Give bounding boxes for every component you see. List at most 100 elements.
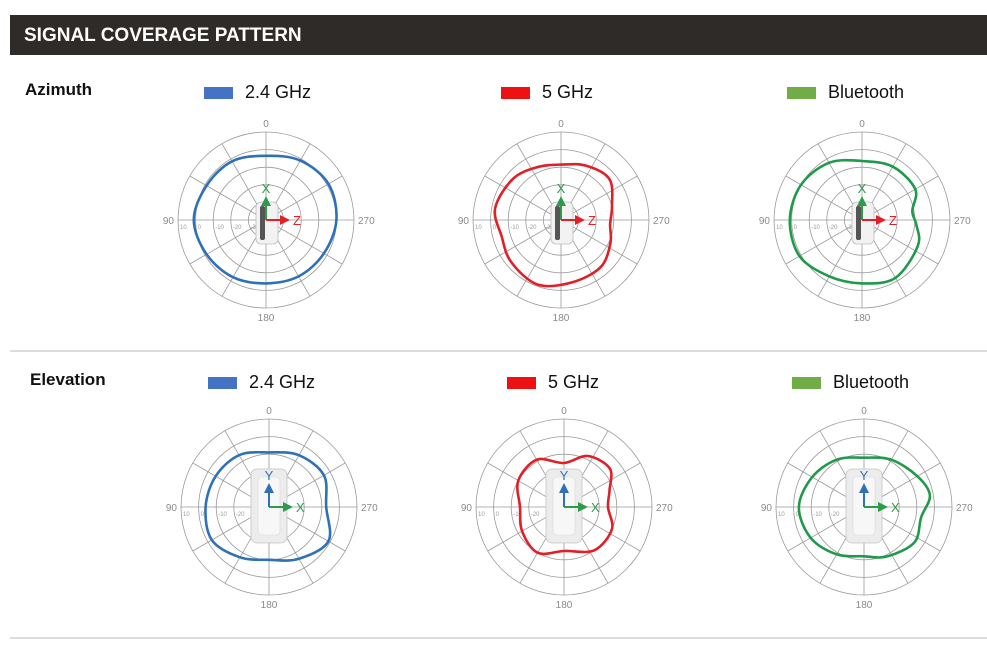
angle-label-left: 90 <box>163 216 175 227</box>
up-axis-label: Y <box>265 468 274 483</box>
side-axis-arrowhead <box>283 502 293 512</box>
angle-label-right: 270 <box>361 503 378 514</box>
radiation-pattern-trace <box>493 162 614 288</box>
radiation-pattern-trace <box>192 154 338 285</box>
db-tick-label: -30 <box>846 225 855 231</box>
side-axis-label: X <box>891 500 900 515</box>
up-axis-label: X <box>858 181 867 196</box>
angle-label-bottom: 180 <box>856 600 873 611</box>
legend-swatch <box>208 376 237 389</box>
db-tick-label: -10 <box>513 512 522 518</box>
db-tick-label: 0 <box>796 512 800 518</box>
legend-swatch <box>204 86 233 99</box>
legend-swatch <box>501 86 530 99</box>
up-axis-arrowhead <box>857 196 867 206</box>
side-axis-arrowhead <box>578 502 588 512</box>
db-tick-label: 10 <box>778 512 785 518</box>
angle-label-top: 0 <box>561 406 567 417</box>
db-tick-label: -20 <box>831 512 840 518</box>
db-tick-label: -10 <box>218 512 227 518</box>
legend-swatch <box>787 86 816 99</box>
db-tick-label: 10 <box>180 225 187 231</box>
db-tick-label: -10 <box>811 225 820 231</box>
angle-label-bottom: 180 <box>854 313 871 324</box>
db-tick-label: -10 <box>813 512 822 518</box>
up-axis-arrowhead <box>559 483 569 493</box>
section-divider <box>10 637 987 639</box>
legend-label: Bluetooth <box>828 82 905 102</box>
device-edge <box>260 206 265 240</box>
angle-label-right: 270 <box>956 503 973 514</box>
legend-swatch <box>507 376 536 389</box>
up-axis-arrowhead <box>556 196 566 206</box>
db-tick-label: 10 <box>475 225 482 231</box>
angle-label-left: 90 <box>761 503 773 514</box>
db-tick-label: -20 <box>531 512 540 518</box>
db-tick-label: 10 <box>183 512 190 518</box>
radiation-pattern-trace <box>788 158 921 285</box>
db-tick-label: -30 <box>545 225 554 231</box>
angle-label-bottom: 180 <box>261 600 278 611</box>
side-axis-arrowhead <box>876 215 886 225</box>
up-axis-label: Y <box>860 468 869 483</box>
legend-24ghz: 2.4 GHz <box>204 82 311 103</box>
section-divider <box>10 350 987 352</box>
up-axis-arrowhead <box>264 483 274 493</box>
azimuth-bluetooth-polar-plot: 0 180 90 270 10 0 -10 -20 -30 X Z <box>759 119 971 324</box>
up-axis-label: Y <box>560 468 569 483</box>
angle-label-right: 270 <box>656 503 673 514</box>
side-axis-label: Z <box>588 213 596 228</box>
side-axis-arrowhead <box>878 502 888 512</box>
legend-5ghz: 5 GHz <box>507 372 599 393</box>
azimuth-title: Azimuth <box>25 80 93 99</box>
angle-label-right: 270 <box>954 216 971 227</box>
angle-label-bottom: 180 <box>556 600 573 611</box>
section-header: SIGNAL COVERAGE PATTERN <box>10 15 987 55</box>
side-axis-arrowhead <box>575 215 585 225</box>
db-tick-label: -30 <box>250 225 259 231</box>
legend-label: 5 GHz <box>548 372 600 392</box>
db-tick-label: -10 <box>215 225 224 231</box>
up-axis-label: X <box>262 181 271 196</box>
side-axis-arrowhead <box>280 215 290 225</box>
legend-label: 2.4 GHz <box>249 372 316 392</box>
legend-5ghz: 5 GHz <box>501 82 593 103</box>
up-axis-arrowhead <box>261 196 271 206</box>
legend-bluetooth: Bluetooth <box>787 82 904 103</box>
db-tick-label: -20 <box>528 225 537 231</box>
device-edge <box>555 206 560 240</box>
db-tick-label: 0 <box>201 512 205 518</box>
db-tick-label: 0 <box>198 225 202 231</box>
up-axis-label: X <box>557 181 566 196</box>
radiation-pattern-trace <box>204 450 332 562</box>
angle-label-top: 0 <box>263 119 269 130</box>
header-title: SIGNAL COVERAGE PATTERN <box>24 25 302 46</box>
angle-label-bottom: 180 <box>553 313 570 324</box>
azimuth-24ghz-polar-plot: 0 180 90 270 10 0 -10 -20 -30 X Z <box>163 119 375 324</box>
side-axis-label: X <box>296 500 305 515</box>
db-tick-label: -20 <box>233 225 242 231</box>
angle-label-right: 270 <box>653 216 670 227</box>
legend-label: 2.4 GHz <box>245 82 312 102</box>
up-axis-arrowhead <box>859 483 869 493</box>
side-axis-label: X <box>591 500 600 515</box>
angle-label-left: 90 <box>458 216 470 227</box>
radiation-pattern-trace <box>516 454 614 556</box>
db-tick-label: 0 <box>794 225 798 231</box>
db-tick-label: -10 <box>510 225 519 231</box>
angle-label-left: 90 <box>166 503 178 514</box>
angle-label-left: 90 <box>759 216 771 227</box>
db-tick-label: 0 <box>496 512 500 518</box>
db-tick-label: 10 <box>776 225 783 231</box>
db-tick-label: 10 <box>478 512 485 518</box>
db-tick-label: 0 <box>493 225 497 231</box>
device-edge <box>856 206 861 240</box>
legend-swatch <box>792 376 821 389</box>
angle-label-top: 0 <box>859 119 865 130</box>
angle-label-right: 270 <box>358 216 375 227</box>
angle-label-top: 0 <box>266 406 272 417</box>
side-axis-label: Z <box>889 213 897 228</box>
